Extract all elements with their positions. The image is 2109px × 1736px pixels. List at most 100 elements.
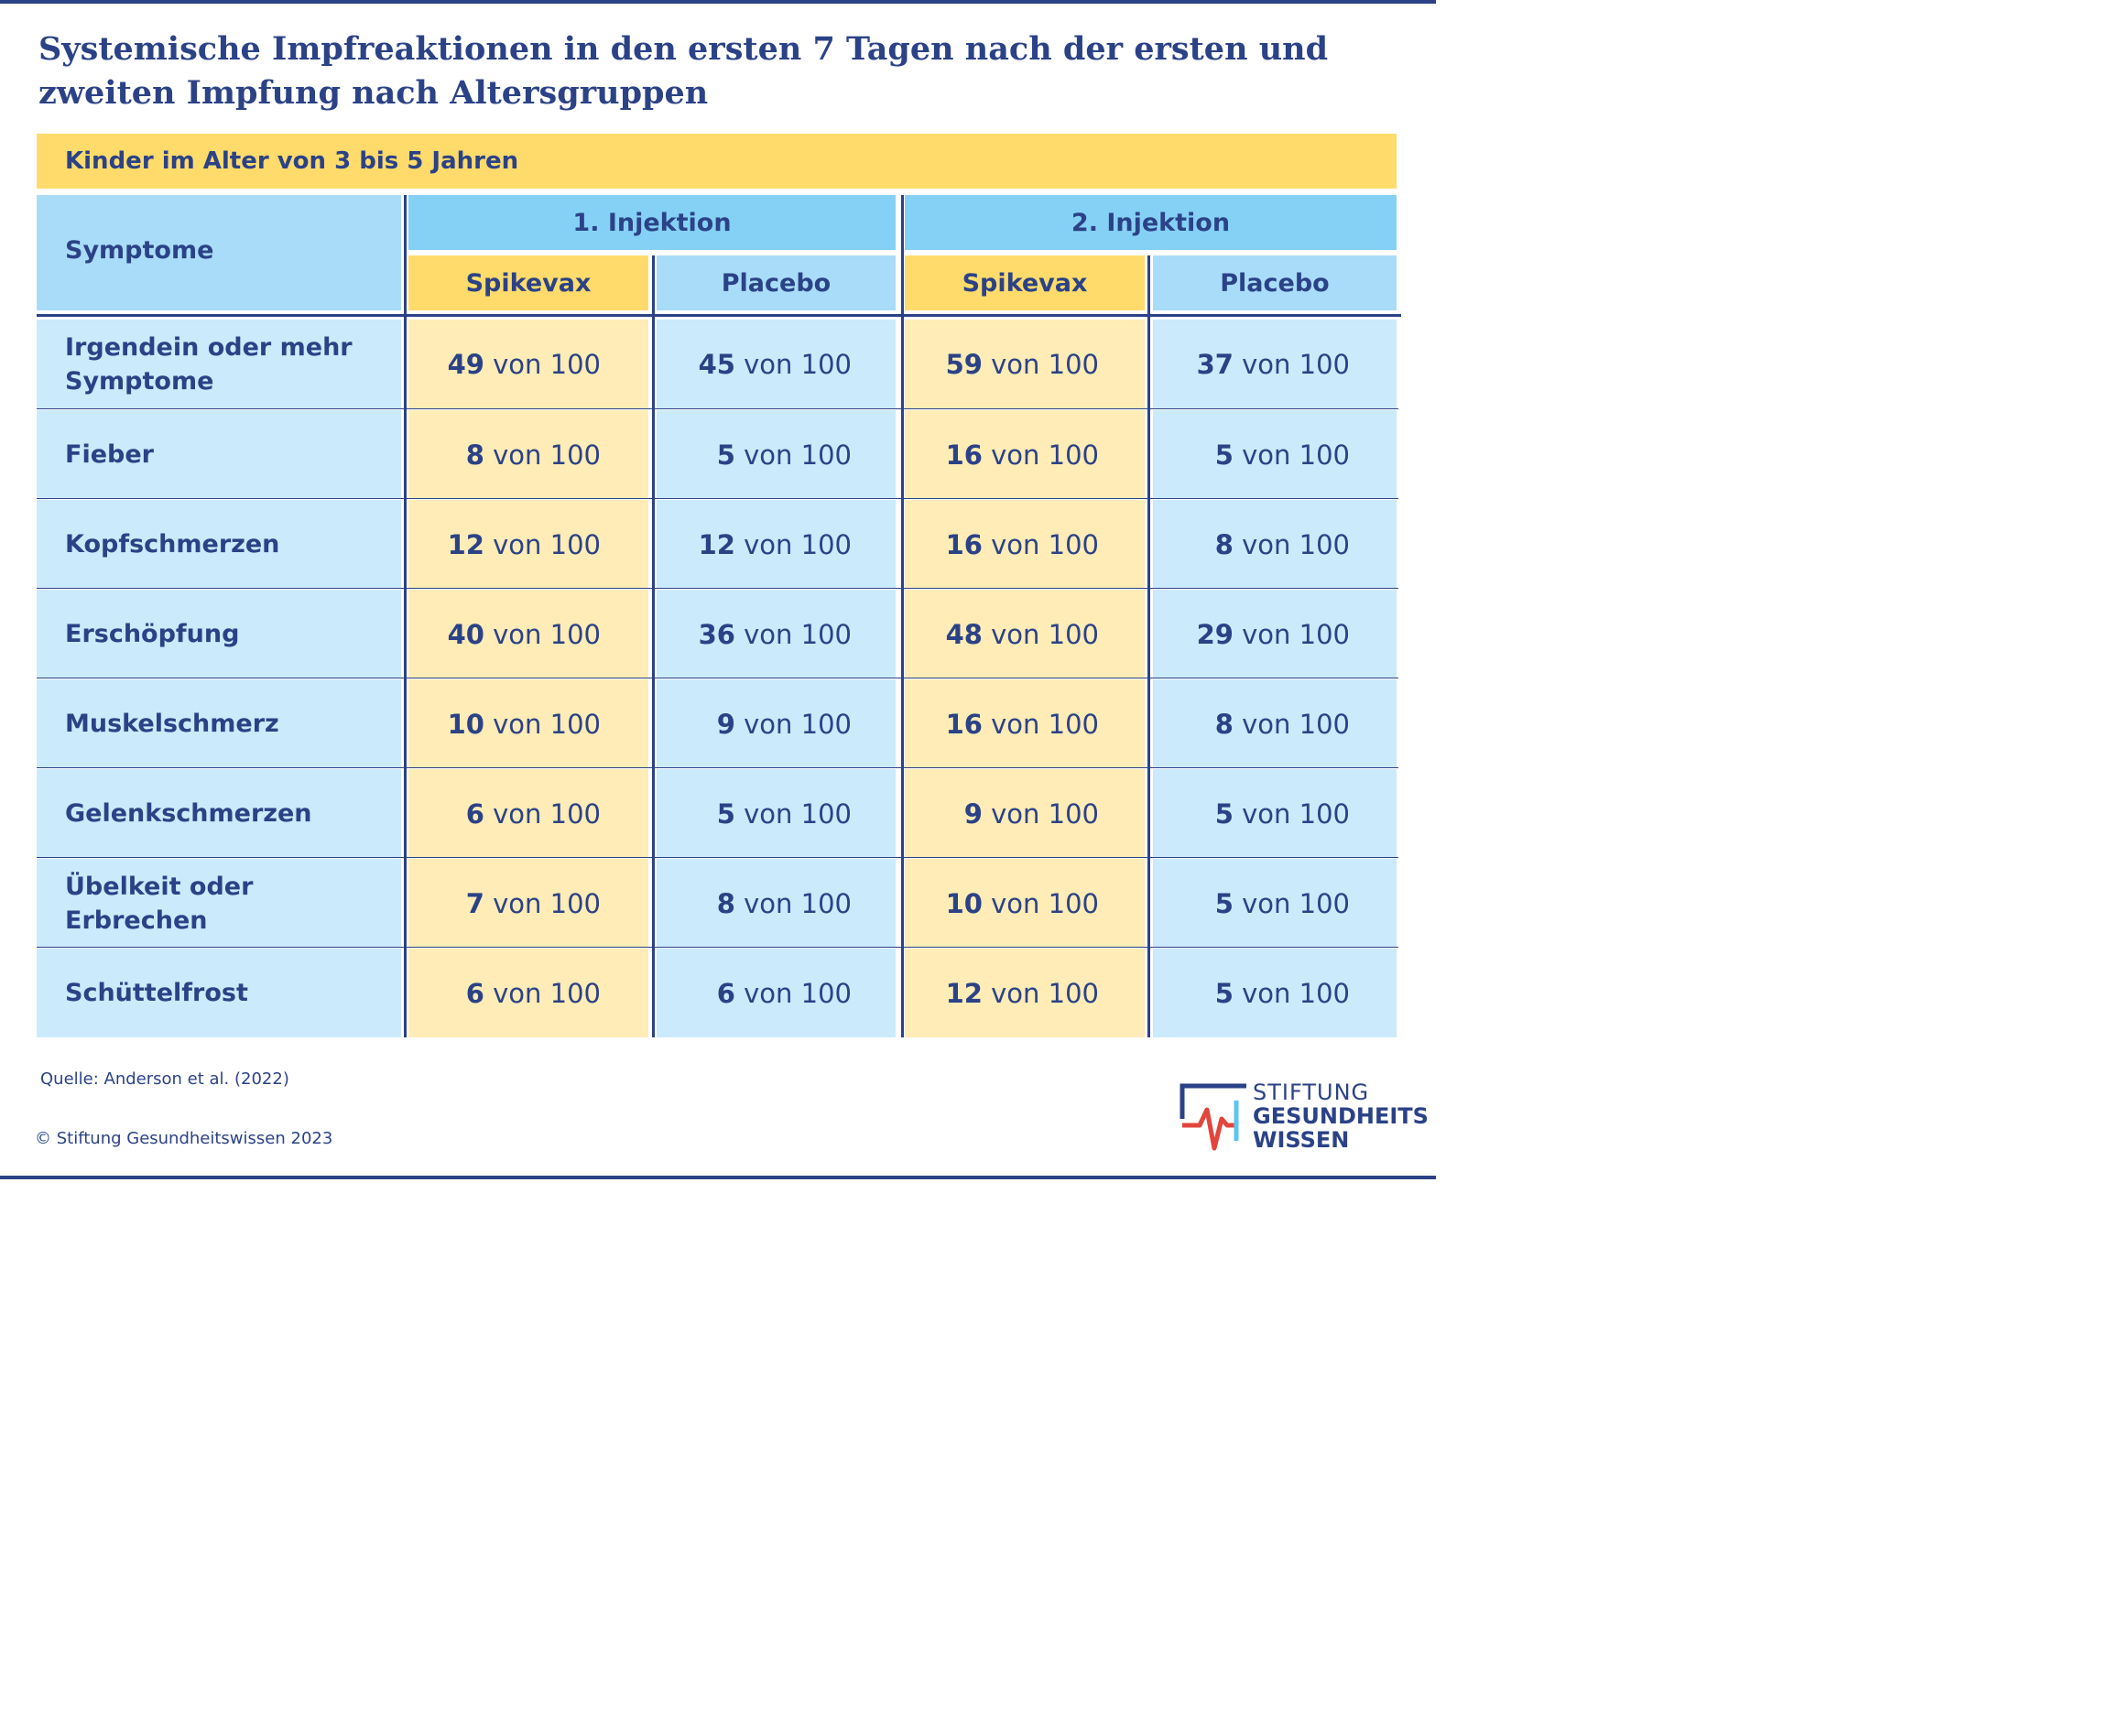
value-number: 5: [1214, 439, 1234, 471]
value-unit: von 100: [734, 348, 852, 380]
value-number: 8: [1214, 528, 1234, 560]
value-unit: von 100: [484, 528, 601, 560]
value-number: 8: [465, 439, 484, 471]
value-unit: von 100: [1233, 708, 1350, 740]
value-unit: von 100: [734, 439, 852, 471]
header-injection-1: 1. Injektion: [408, 195, 896, 250]
logo-line-3: WISSEN: [1253, 1127, 1350, 1153]
cell-inj1-spikevax: 12 von 100: [408, 500, 648, 589]
value-number: 6: [465, 977, 484, 1009]
value-unit: von 100: [982, 618, 1099, 650]
cell-inj2-spikevax: 59 von 100: [905, 320, 1145, 408]
value-unit: von 100: [982, 439, 1099, 471]
cell-inj2-placebo: 8 von 100: [1153, 679, 1397, 768]
cell-inj2-placebo: 5 von 100: [1153, 769, 1397, 858]
value-number: 16: [945, 439, 983, 471]
value-unit: von 100: [1233, 887, 1350, 919]
value-unit: von 100: [1233, 348, 1350, 380]
cell-inj2-spikevax: 10 von 100: [905, 859, 1145, 948]
value-unit: von 100: [982, 348, 1099, 380]
row-divider: [37, 947, 1398, 948]
value-unit: von 100: [982, 797, 1099, 830]
value-number: 37: [1196, 348, 1234, 380]
title-line-2: zweiten Impfung nach Altersgruppen: [38, 74, 709, 112]
cell-inj2-spikevax: 16 von 100: [905, 679, 1145, 768]
value-number: 59: [945, 348, 983, 380]
value-number: 49: [447, 348, 484, 380]
value-unit: von 100: [484, 348, 601, 380]
row-divider: [37, 498, 1398, 499]
title-line-1: Systemische Impfreaktionen in den ersten…: [38, 30, 1329, 68]
value-unit: von 100: [982, 977, 1099, 1009]
value-unit: von 100: [484, 708, 601, 740]
value-unit: von 100: [484, 887, 601, 919]
value-unit: von 100: [982, 528, 1099, 560]
value-number: 12: [945, 977, 983, 1009]
row-symptom-label: Fieber: [37, 410, 401, 499]
page-title: Systemische Impfreaktionen in den ersten…: [38, 27, 1394, 115]
value-number: 6: [716, 977, 735, 1009]
value-number: 9: [963, 797, 983, 830]
value-unit: von 100: [484, 439, 601, 471]
cell-inj2-spikevax: 12 von 100: [905, 949, 1145, 1037]
value-unit: von 100: [982, 887, 1099, 919]
value-unit: von 100: [734, 618, 852, 650]
value-number: 7: [465, 887, 484, 919]
value-unit: von 100: [1233, 977, 1350, 1009]
cell-inj1-placebo: 6 von 100: [657, 949, 896, 1037]
value-unit: von 100: [734, 977, 852, 1009]
value-number: 5: [1214, 887, 1234, 919]
row-symptom-label: Muskelschmerz: [37, 679, 401, 768]
value-unit: von 100: [734, 528, 852, 560]
value-number: 36: [698, 618, 735, 650]
cell-inj2-placebo: 8 von 100: [1153, 500, 1397, 589]
cell-inj2-placebo: 29 von 100: [1153, 590, 1397, 678]
top-rule: [0, 0, 1436, 4]
copyright-note: © Stiftung Gesundheitswissen 2023: [35, 1129, 333, 1148]
header-inj1-placebo: Placebo: [657, 255, 896, 310]
cell-inj2-placebo: 37 von 100: [1153, 320, 1397, 408]
value-number: 6: [465, 797, 484, 830]
header-injection-2: 2. Injektion: [905, 195, 1397, 250]
row-symptom-label: Gelenkschmerzen: [37, 769, 401, 858]
value-unit: von 100: [484, 977, 601, 1009]
cell-inj1-placebo: 8 von 100: [657, 859, 896, 948]
row-symptom-label: Übelkeit oder Erbrechen: [37, 859, 401, 948]
cell-inj2-spikevax: 9 von 100: [905, 769, 1145, 858]
value-unit: von 100: [734, 797, 852, 830]
value-number: 8: [716, 887, 735, 919]
value-unit: von 100: [1233, 797, 1350, 830]
value-number: 12: [698, 528, 735, 560]
value-number: 9: [716, 708, 735, 740]
row-divider: [37, 767, 1398, 768]
source-note: Quelle: Anderson et al. (2022): [40, 1069, 289, 1089]
cell-inj2-placebo: 5 von 100: [1153, 410, 1397, 499]
row-divider: [37, 588, 1398, 589]
value-number: 5: [716, 797, 735, 830]
header-inj1-spikevax: Spikevax: [408, 255, 648, 310]
value-number: 5: [1214, 797, 1234, 830]
column-divider-1: [404, 195, 407, 1037]
value-number: 48: [945, 618, 983, 650]
column-divider-4: [1147, 255, 1150, 1037]
value-number: 16: [945, 708, 983, 740]
logo-line-1: STIFTUNG: [1253, 1080, 1370, 1105]
row-symptom-label: Irgendein oder mehr Symptome: [37, 320, 401, 408]
value-number: 45: [698, 348, 735, 380]
value-number: 16: [945, 528, 983, 560]
value-unit: von 100: [1233, 528, 1350, 560]
cell-inj1-spikevax: 49 von 100: [408, 320, 648, 408]
row-divider: [37, 408, 1398, 409]
header-inj2-spikevax: Spikevax: [905, 255, 1145, 310]
cell-inj2-spikevax: 16 von 100: [905, 410, 1145, 499]
value-unit: von 100: [1233, 439, 1350, 471]
logo-line-2: GESUNDHEITS: [1253, 1103, 1429, 1129]
value-number: 29: [1196, 618, 1234, 650]
value-number: 40: [447, 618, 484, 650]
cell-inj2-placebo: 5 von 100: [1153, 859, 1397, 948]
cell-inj1-spikevax: 10 von 100: [408, 679, 648, 768]
value-number: 8: [1214, 708, 1234, 740]
cell-inj1-spikevax: 6 von 100: [408, 949, 648, 1037]
value-unit: von 100: [982, 708, 1099, 740]
header-divider: [37, 314, 1401, 317]
